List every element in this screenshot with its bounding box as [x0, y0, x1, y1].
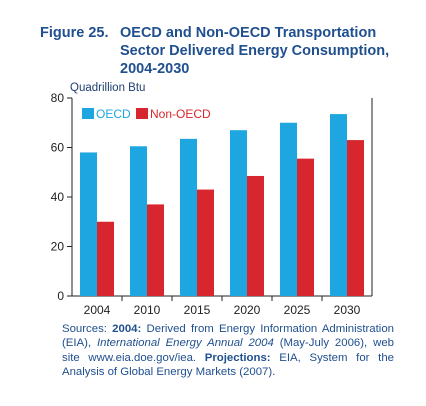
x-tick-label: 2015: [184, 303, 211, 317]
sources-projections-label: Projections:: [204, 351, 271, 364]
bar-non-oecd: [247, 175, 264, 296]
sources-note: Sources: 2004: Derived from Energy Infor…: [44, 322, 394, 379]
x-tick-label: 2025: [284, 303, 311, 317]
bar-non-oecd: [297, 158, 314, 296]
title-line-1: OECD and Non-OECD Transportation: [120, 25, 377, 41]
sources-lead: Sources:: [62, 323, 113, 335]
legend-swatch: [82, 108, 94, 119]
figure-number: Figure 25.: [40, 25, 109, 41]
x-tick-label: 2004: [84, 303, 111, 317]
x-tick-label: 2030: [334, 303, 361, 317]
bar-oecd: [230, 130, 247, 296]
sources-text-1: Derived from Energy Information Administ…: [62, 323, 395, 350]
legend-swatch: [136, 108, 148, 119]
legend-label: OECD: [96, 107, 131, 121]
sources-2004-label: 2004:: [112, 323, 142, 335]
bar-non-oecd: [147, 204, 164, 296]
title-line-3: 2004-2030: [120, 61, 190, 77]
bar-non-oecd: [97, 221, 114, 296]
x-tick-label: 2020: [234, 303, 261, 317]
y-tick-label: 20: [51, 240, 65, 254]
bar-non-oecd: [197, 189, 214, 296]
sources-text-3: EIA, System for the Analysis of Global E…: [62, 351, 394, 378]
figure-title: Figure 25. OECD and Non-OECD Transportati…: [40, 24, 410, 78]
bar-oecd: [130, 146, 147, 296]
bar-oecd: [280, 122, 297, 296]
y-tick-label: 80: [51, 91, 65, 105]
sources-text-2: (May-July 2006), web site www.eia.doe.go…: [62, 337, 394, 364]
sources-text: Sources: 2004: Derived from Energy Infor…: [44, 322, 394, 379]
x-tick-label: 2010: [134, 303, 161, 317]
bar-oecd: [330, 114, 347, 297]
y-axis-unit-label: Quadrillion Btu: [70, 82, 146, 94]
y-tick-label: 60: [51, 141, 65, 155]
legend-label: Non-OECD: [150, 107, 211, 121]
bar-non-oecd: [347, 140, 364, 296]
title-line-2: Sector Delivered Energy Consumption,: [120, 43, 390, 59]
y-tick-label: 40: [51, 190, 65, 204]
bar-oecd: [180, 138, 197, 296]
bar-oecd: [80, 152, 97, 296]
sources-publication: International Energy Annual 2004: [97, 337, 274, 350]
y-tick-label: 0: [57, 289, 64, 303]
